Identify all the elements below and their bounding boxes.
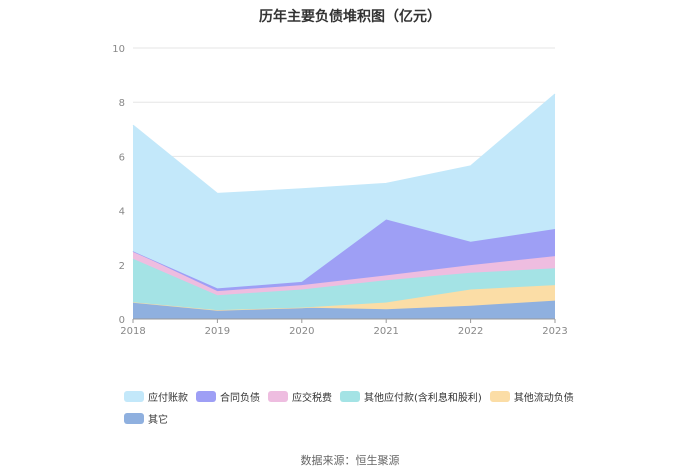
y-tick-label-8: 8 [119, 98, 125, 109]
area-series-4 [133, 219, 555, 292]
chart-legend: 应付账款 合同负债 应交税费 其他应付款(含利息和股利) 其他流动负债其它 [124, 389, 594, 433]
y-tick-label-10: 10 [112, 44, 125, 55]
x-tick-label-2019: 2019 [205, 326, 230, 337]
legend-swatch [124, 412, 144, 424]
x-tick-label-2021: 2021 [373, 326, 398, 337]
data-source-note: 数据来源：恒生聚源 [300, 454, 400, 467]
legend-label: 应付账款 [148, 392, 188, 404]
legend-swatch [196, 390, 216, 402]
area-series-0 [133, 300, 555, 319]
legend-label: 其他应付款(含利息和股利) [364, 392, 482, 404]
legend-label: 其它 [148, 414, 168, 426]
legend-label: 应交税费 [292, 392, 332, 404]
legend-swatch [268, 390, 288, 402]
legend-item-5[interactable]: 其它 [124, 411, 168, 426]
legend-item-1[interactable]: 合同负债 [196, 389, 260, 404]
legend-label: 其他流动负债 [513, 392, 574, 404]
area-edge-series-5 [132, 93, 556, 195]
legend-swatch [340, 390, 360, 402]
legend-item-0[interactable]: 应付账款 [124, 389, 188, 404]
y-tick-label-4: 4 [119, 207, 125, 218]
chart-title: 历年主要负债堆积图（亿元） [259, 9, 441, 25]
x-tick-label-2022: 2022 [458, 326, 483, 337]
legend-item-2[interactable]: 应交税费 [268, 389, 332, 404]
x-tick-label-2018: 2018 [120, 326, 145, 337]
area-series-2 [133, 258, 555, 311]
area-series-1 [133, 285, 555, 311]
legend-item-3[interactable]: 其他应付款(含利息和股利) [340, 389, 482, 404]
legend-item-4[interactable]: 其他流动负债 [489, 389, 574, 404]
y-tick-label-0: 0 [119, 315, 125, 326]
legend-swatch [489, 390, 510, 402]
x-tick-label-2020: 2020 [289, 326, 314, 337]
area-series-5 [133, 94, 555, 289]
legend-label: 合同负债 [220, 392, 260, 404]
legend-swatch [124, 390, 144, 402]
y-tick-label-6: 6 [119, 152, 125, 163]
x-tick-label-2023: 2023 [542, 326, 567, 337]
y-tick-label-2: 2 [119, 261, 125, 272]
